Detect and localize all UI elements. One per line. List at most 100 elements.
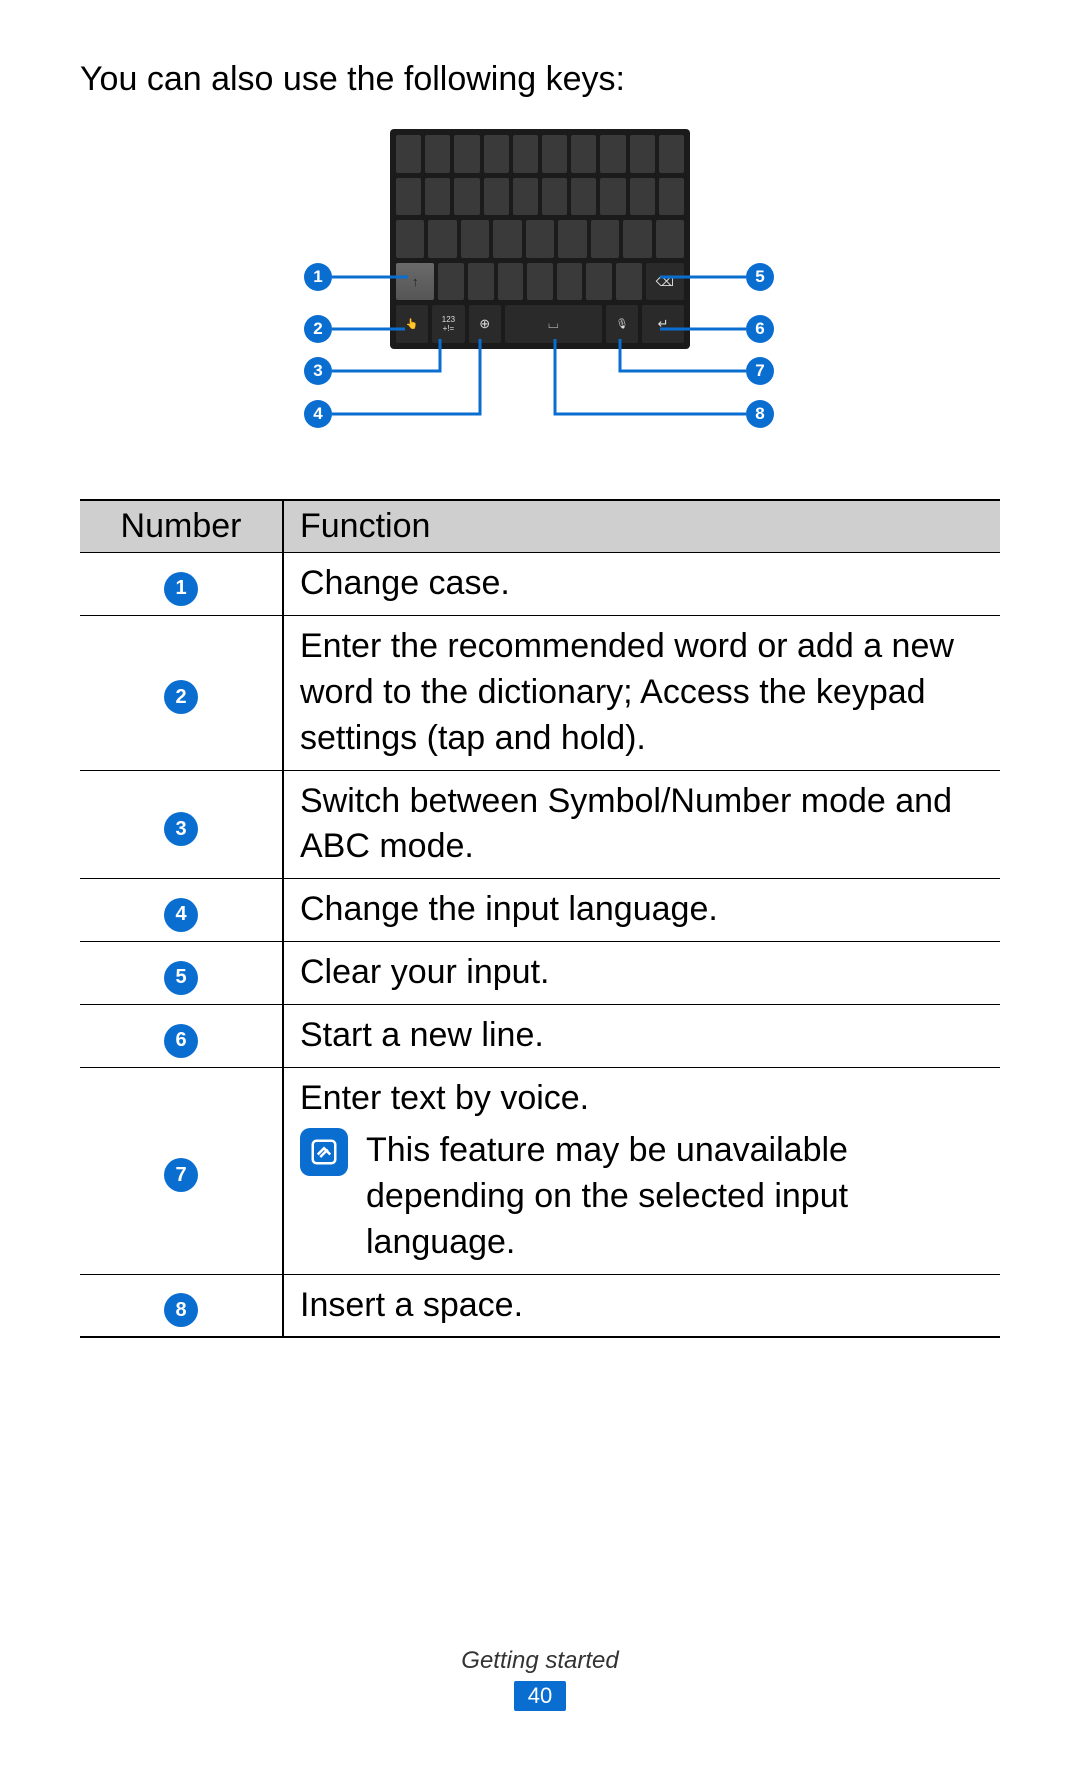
row-num-icon: 8 bbox=[164, 1293, 198, 1327]
row-num-icon: 3 bbox=[164, 812, 198, 846]
bubble-4-icon: 4 bbox=[304, 400, 332, 428]
space-key: ⌴ bbox=[505, 305, 602, 343]
row-func: Enter text by voice. This feature may be… bbox=[283, 1068, 1000, 1275]
kb-key bbox=[600, 135, 625, 173]
kb-key bbox=[438, 263, 464, 301]
kb-key bbox=[600, 178, 625, 216]
kb-key bbox=[468, 263, 494, 301]
shift-icon: ↑ bbox=[412, 274, 419, 289]
callout-5: 5 bbox=[746, 263, 774, 291]
kb-key bbox=[557, 263, 583, 301]
bubble-7-icon: 7 bbox=[746, 357, 774, 385]
row-func: Change the input language. bbox=[283, 879, 1000, 942]
table-row: 7 Enter text by voice. This feature may … bbox=[80, 1068, 1000, 1275]
table-row: 6 Start a new line. bbox=[80, 1005, 1000, 1068]
callout-8: 8 bbox=[746, 400, 774, 428]
table-row: 1 Change case. bbox=[80, 553, 1000, 616]
kb-key bbox=[425, 135, 450, 173]
kb-key bbox=[616, 263, 642, 301]
kb-key bbox=[454, 135, 479, 173]
backspace-key: ⌫ bbox=[646, 263, 684, 301]
function-table: Number Function 1 Change case. 2 Enter t… bbox=[80, 499, 1000, 1338]
note-block: This feature may be unavailable dependin… bbox=[300, 1128, 984, 1266]
callout-2: 2 bbox=[304, 315, 332, 343]
callout-1: 1 bbox=[304, 263, 332, 291]
footer-section: Getting started bbox=[0, 1647, 1080, 1675]
page-number-badge: 40 bbox=[514, 1681, 566, 1711]
kb-key bbox=[513, 135, 538, 173]
globe-key: ⊕ bbox=[469, 305, 501, 343]
kb-key bbox=[623, 220, 651, 258]
enter-key: ↵ bbox=[642, 305, 684, 343]
backspace-icon: ⌫ bbox=[656, 274, 674, 290]
shift-key: ↑ bbox=[396, 263, 434, 301]
mic-icon: 🎙 bbox=[616, 319, 629, 330]
kb-key bbox=[425, 178, 450, 216]
table-row: 8 Insert a space. bbox=[80, 1274, 1000, 1337]
row-num-icon: 7 bbox=[164, 1158, 198, 1192]
kb-key bbox=[571, 135, 596, 173]
kb-key bbox=[428, 220, 456, 258]
enter-icon: ↵ bbox=[658, 316, 669, 332]
page-footer: Getting started 40 bbox=[0, 1647, 1080, 1711]
table-row: 4 Change the input language. bbox=[80, 879, 1000, 942]
kb-key bbox=[542, 178, 567, 216]
row-num-icon: 6 bbox=[164, 1024, 198, 1058]
kb-key bbox=[396, 178, 421, 216]
kb-key bbox=[630, 178, 655, 216]
table-row: 2 Enter the recommended word or add a ne… bbox=[80, 615, 1000, 770]
row-num-icon: 1 bbox=[164, 572, 198, 606]
keyboard-mock: ↑ ⌫ 👆 123 +!= ⊕ ⌴ 🎙 ↵ bbox=[390, 129, 690, 349]
keyboard-diagram: ↑ ⌫ 👆 123 +!= ⊕ ⌴ 🎙 ↵ bbox=[260, 129, 820, 459]
hand-key: 👆 bbox=[396, 305, 428, 343]
row-func: Start a new line. bbox=[283, 1005, 1000, 1068]
kb-key bbox=[498, 263, 524, 301]
bubble-8-icon: 8 bbox=[746, 400, 774, 428]
globe-icon: ⊕ bbox=[479, 316, 490, 332]
hand-icon: 👆 bbox=[406, 319, 418, 330]
kb-key bbox=[513, 178, 538, 216]
kb-key bbox=[586, 263, 612, 301]
row-num-icon: 2 bbox=[164, 680, 198, 714]
sym-icon: +!= bbox=[443, 324, 455, 333]
table-row: 5 Clear your input. bbox=[80, 942, 1000, 1005]
bubble-2-icon: 2 bbox=[304, 315, 332, 343]
kb-key bbox=[484, 178, 509, 216]
col-number: Number bbox=[80, 500, 283, 553]
kb-key bbox=[542, 135, 567, 173]
kb-key bbox=[656, 220, 684, 258]
kb-key bbox=[630, 135, 655, 173]
mic-key: 🎙 bbox=[606, 305, 638, 343]
intro-text: You can also use the following keys: bbox=[80, 60, 1000, 99]
kb-key bbox=[527, 263, 553, 301]
row-num-icon: 5 bbox=[164, 961, 198, 995]
kb-key bbox=[396, 220, 424, 258]
callout-3: 3 bbox=[304, 357, 332, 385]
bubble-3-icon: 3 bbox=[304, 357, 332, 385]
callout-6: 6 bbox=[746, 315, 774, 343]
row-func-text: Enter text by voice. bbox=[300, 1076, 984, 1122]
manual-page: You can also use the following keys: ↑ ⌫… bbox=[0, 0, 1080, 1771]
kb-key bbox=[591, 220, 619, 258]
kb-key bbox=[526, 220, 554, 258]
note-icon bbox=[300, 1128, 348, 1176]
kb-key bbox=[454, 178, 479, 216]
note-text: This feature may be unavailable dependin… bbox=[366, 1128, 984, 1266]
kb-key bbox=[493, 220, 521, 258]
bubble-5-icon: 5 bbox=[746, 263, 774, 291]
row-func: Insert a space. bbox=[283, 1274, 1000, 1337]
bubble-1-icon: 1 bbox=[304, 263, 332, 291]
row-func: Switch between Symbol/Number mode and AB… bbox=[283, 770, 1000, 879]
callout-4: 4 bbox=[304, 400, 332, 428]
kb-key bbox=[461, 220, 489, 258]
space-icon: ⌴ bbox=[548, 316, 558, 332]
row-func: Clear your input. bbox=[283, 942, 1000, 1005]
sym-key: 123 +!= bbox=[432, 305, 464, 343]
kb-key bbox=[484, 135, 509, 173]
kb-key bbox=[659, 178, 684, 216]
callout-7: 7 bbox=[746, 357, 774, 385]
kb-key bbox=[571, 178, 596, 216]
row-func: Change case. bbox=[283, 553, 1000, 616]
kb-key bbox=[396, 135, 421, 173]
kb-key bbox=[558, 220, 586, 258]
